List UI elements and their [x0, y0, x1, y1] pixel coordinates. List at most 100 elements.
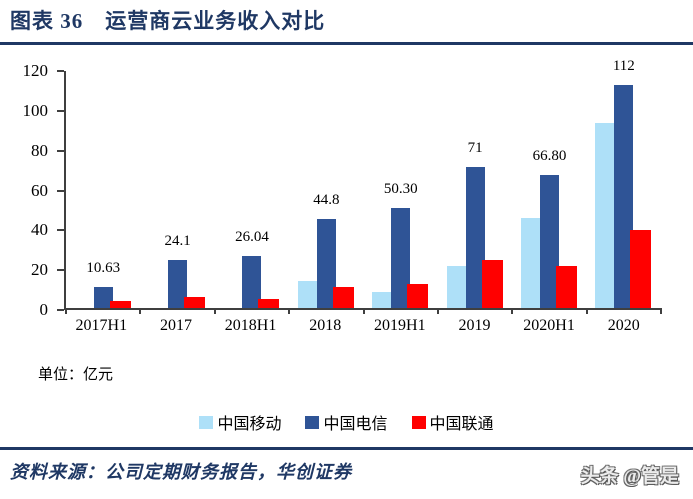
x-axis-label: 2019 [458, 317, 491, 334]
legend-item-china-mobile: 中国移动 [199, 410, 281, 434]
bar-group: 10.63 [66, 71, 140, 308]
x-axis-tick-mark [585, 308, 588, 314]
y-axis-tick-label: 60 [31, 180, 48, 200]
bar-china-unicom [332, 287, 354, 308]
y-axis-tick-label: 20 [31, 260, 48, 280]
bar-slot [223, 71, 242, 308]
x-axis-tick-mark [511, 308, 514, 314]
bar-slot: 24.1 [164, 71, 191, 308]
plot-area: 10.63 24.1 26.04 44.8 50.30 71 66.80 112 [64, 58, 662, 314]
x-axis-label: 2019H1 [374, 317, 426, 334]
bar-value-label: 50.30 [383, 181, 418, 197]
bar-china-unicom [407, 284, 429, 308]
bar-slot [149, 71, 168, 308]
bar-china-telecom [614, 85, 634, 308]
x-axis-tick-mark [213, 308, 216, 314]
y-axis-tick-label: 40 [31, 220, 48, 240]
bar-value-label: 66.80 [532, 148, 567, 164]
unit-label: 单位：亿元 [38, 367, 114, 383]
y-axis-tick-mark [57, 189, 64, 192]
x-axis-label: 2017H1 [75, 317, 128, 334]
bar-china-telecom [539, 175, 559, 308]
bar-slot: 44.8 [313, 71, 339, 308]
bar-china-telecom [465, 167, 485, 308]
bar-china-mobile [372, 292, 392, 308]
x-axis-label: 2017 [159, 317, 192, 334]
bar-china-unicom [630, 230, 652, 308]
footer-divider [0, 447, 693, 450]
bar-china-unicom [109, 301, 131, 308]
bar-value-label: 112 [612, 58, 635, 74]
bar-slot [520, 71, 540, 308]
bar-china-unicom [481, 260, 503, 308]
page-title: 图表 36 运营商云业务收入对比 [10, 9, 326, 33]
y-axis-tick-label: 0 [39, 300, 49, 319]
y-axis-tick-label: 80 [31, 140, 48, 160]
watermark: 头条 @管是 [580, 466, 679, 487]
bar-china-unicom [555, 266, 577, 308]
legend-label: 中国移动 [217, 416, 282, 433]
bar-slot: 71 [465, 71, 485, 308]
x-axis-label: 2018 [309, 317, 342, 334]
bar-slot [184, 71, 206, 308]
legend-label: 中国联通 [429, 416, 494, 433]
y-axis-tick-mark [57, 109, 64, 112]
bar-slot [555, 71, 578, 308]
bars-row: 10.63 24.1 26.04 44.8 50.30 71 66.80 112 [66, 58, 661, 308]
bar-china-unicom [184, 297, 206, 308]
x-axis-tick-mark [139, 308, 142, 314]
bar-slot [332, 71, 355, 308]
bar-value-label: 10.63 [86, 260, 121, 276]
bar-value-label: 26.04 [235, 229, 269, 245]
bar-value-label: 44.8 [313, 192, 340, 208]
x-axis-tick-mark [65, 308, 67, 314]
bar-group: 66.80 [512, 71, 586, 308]
x-axis-tick-mark [288, 308, 291, 314]
bar-slot [258, 71, 280, 308]
y-axis-tick-mark [57, 309, 64, 311]
x-axis: 2017H1 2017 2018H1 2018 2019H1 2019 2020H1 2020 [64, 317, 661, 335]
legend-swatch-china-telecom [305, 415, 320, 429]
x-axis-label: 2020H1 [523, 317, 575, 334]
bar-slot [372, 71, 392, 308]
bar-china-mobile [595, 123, 615, 308]
bar-slot [481, 71, 504, 308]
legend-swatch-china-unicom [411, 415, 426, 429]
legend-item-china-unicom: 中国联通 [411, 410, 494, 434]
bar-china-unicom [258, 299, 280, 308]
source-text: 资料来源：公司定期财务报告，华创证券 [10, 462, 352, 482]
y-axis-tick-mark [57, 269, 64, 272]
bar-china-telecom [391, 208, 411, 308]
x-axis-tick-mark [436, 308, 439, 314]
x-axis-tick-mark [660, 308, 662, 314]
bar-slot [446, 71, 466, 308]
bar-slot [407, 71, 429, 308]
bar-group: 71 [438, 71, 512, 308]
x-axis-tick-mark [362, 308, 365, 314]
bar-slot [109, 71, 132, 308]
bar-china-mobile [446, 266, 466, 308]
bar-china-mobile [297, 281, 317, 308]
bar-slot [297, 71, 317, 308]
x-axis-label: 2020 [607, 317, 640, 334]
x-axis-label: 2018H1 [224, 317, 277, 334]
legend-swatch-china-mobile [199, 415, 214, 429]
bar-slot: 112 [613, 58, 635, 308]
y-axis-tick-label: 100 [22, 100, 49, 120]
bar-slot: 50.30 [384, 71, 418, 308]
bar-china-telecom [168, 260, 188, 308]
bar-slot: 26.04 [235, 71, 269, 308]
bar-slot: 10.63 [86, 71, 120, 308]
title-divider [0, 42, 693, 45]
y-axis: 0 20 40 60 80 100 120 [0, 61, 64, 319]
bar-group: 112 [587, 58, 661, 308]
legend: 中国移动 中国电信 中国联通 [0, 410, 693, 434]
bar-slot: 66.80 [533, 71, 566, 308]
bar-china-telecom [316, 219, 336, 308]
bar-china-telecom [242, 256, 262, 308]
legend-label: 中国电信 [323, 416, 388, 433]
bar-value-label: 24.1 [164, 233, 191, 249]
bar-slot [630, 71, 652, 308]
bar-group: 24.1 [140, 71, 214, 308]
